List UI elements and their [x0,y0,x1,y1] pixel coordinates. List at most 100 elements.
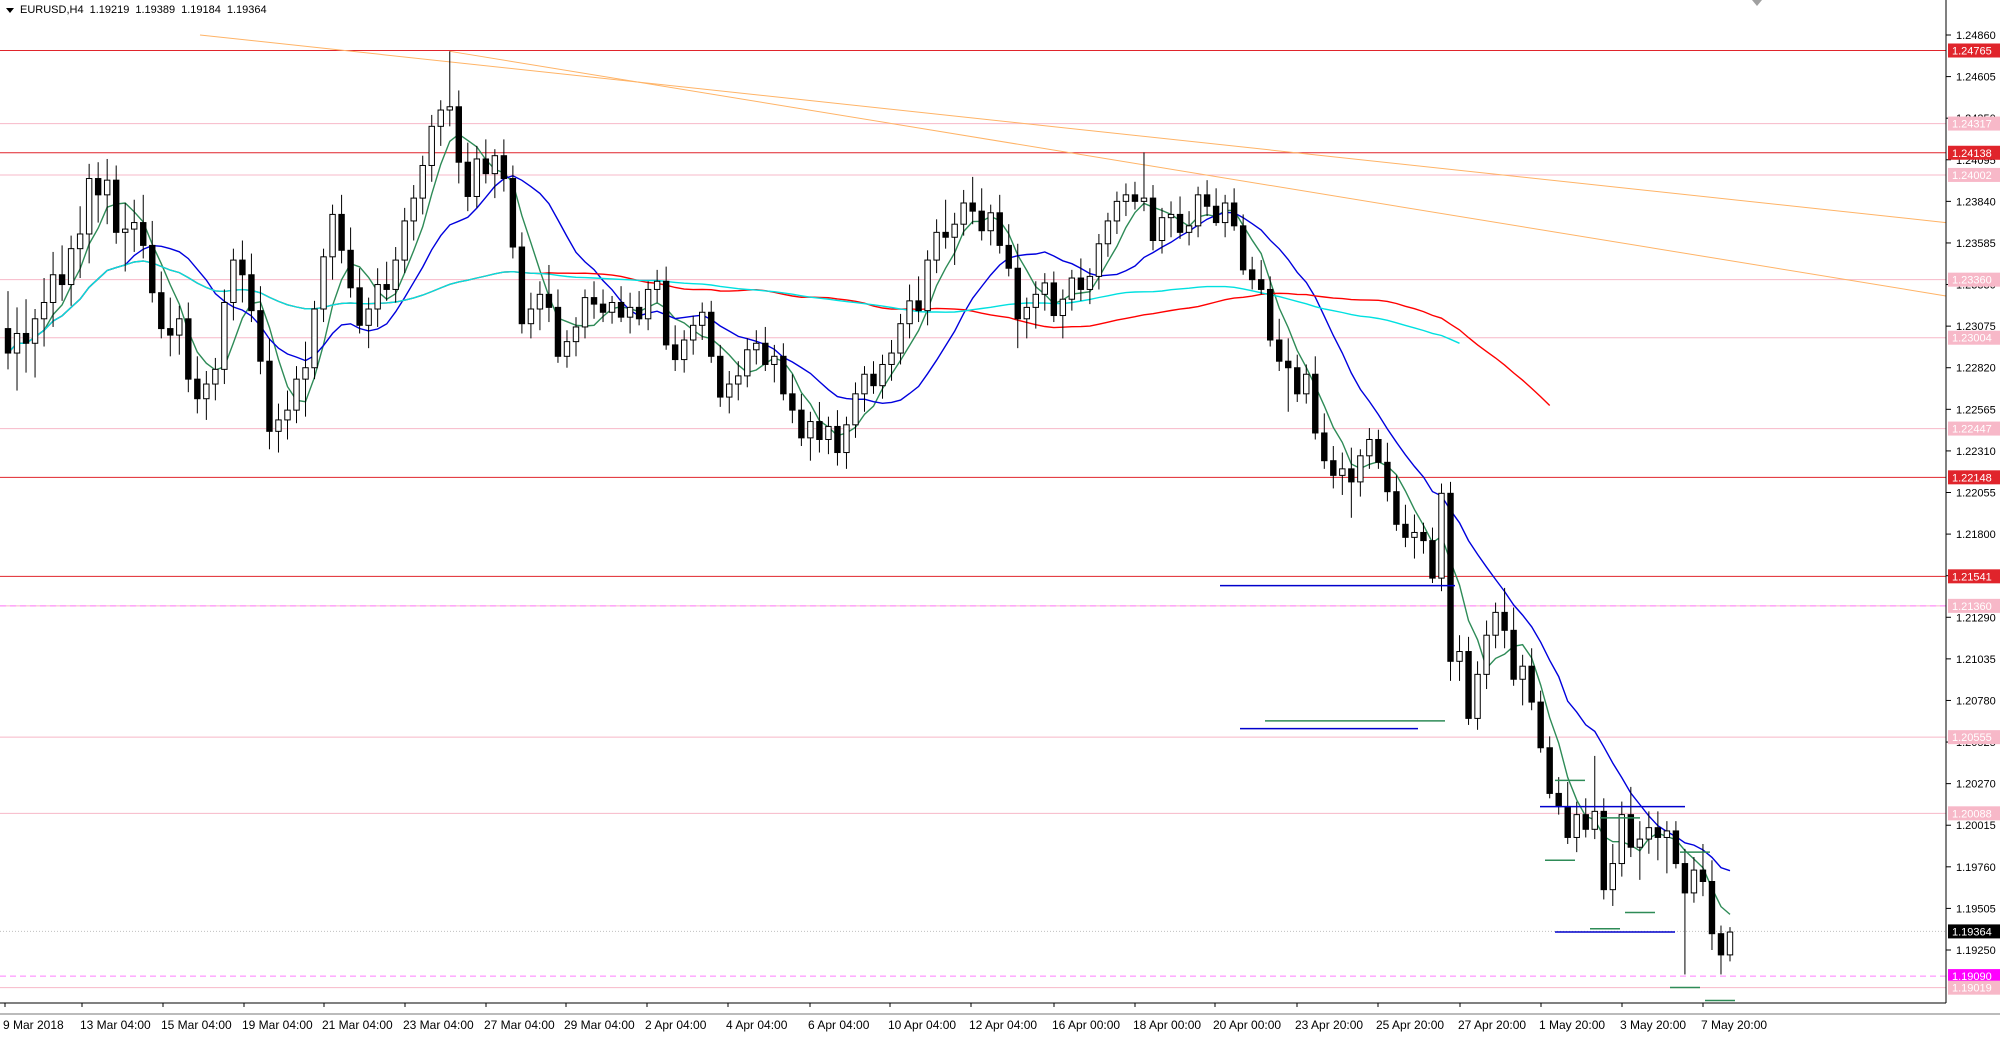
candle[interactable] [861,366,868,412]
candle[interactable] [67,235,75,306]
candle[interactable] [1357,449,1364,497]
candle[interactable] [239,240,246,303]
candle[interactable] [140,194,147,259]
candle[interactable] [13,307,21,391]
candle[interactable] [329,204,336,280]
candle[interactable] [293,366,300,424]
candle[interactable] [888,340,895,381]
candle[interactable] [401,207,408,274]
candle[interactable] [76,206,84,279]
candle[interactable] [302,341,309,417]
candle[interactable] [221,289,228,385]
candle[interactable] [536,281,544,331]
candle[interactable] [1077,258,1085,301]
candle[interactable] [581,289,589,339]
candle[interactable] [870,361,877,394]
candle[interactable] [185,302,192,393]
candle[interactable] [410,185,417,241]
candle[interactable] [924,250,931,326]
candle[interactable] [1266,276,1274,347]
candle[interactable] [103,158,111,225]
candle[interactable] [1672,821,1680,869]
candle[interactable] [635,291,643,326]
candle[interactable] [653,269,661,303]
candle[interactable] [383,261,390,301]
candle[interactable] [509,165,517,259]
candle[interactable] [1528,648,1535,711]
candle[interactable] [365,297,372,349]
candle[interactable] [1095,233,1103,290]
candle[interactable] [1519,654,1526,706]
trendline-lower[interactable] [449,50,1947,297]
candle[interactable] [1627,786,1635,858]
candle[interactable] [1546,736,1553,799]
candle[interactable] [1185,211,1193,246]
candle[interactable] [1456,635,1463,681]
candle[interactable] [1420,522,1427,554]
candle[interactable] [563,330,571,368]
candle[interactable] [482,139,490,184]
candle[interactable] [753,330,760,365]
candle[interactable] [1239,214,1247,275]
candle[interactable] [599,289,607,323]
candle[interactable] [816,401,823,453]
candle[interactable] [437,100,444,146]
candle[interactable] [311,300,318,380]
candle[interactable] [1483,620,1490,690]
candle[interactable] [545,264,553,323]
candle[interactable] [1285,338,1292,412]
candle[interactable] [320,248,327,323]
candle[interactable] [491,149,499,199]
candle[interactable] [1212,188,1220,226]
candle[interactable] [40,278,48,347]
candle[interactable] [996,194,1003,254]
scroll-shift-icon[interactable] [1752,0,1762,6]
candle[interactable] [1050,271,1058,323]
candle[interactable] [203,370,210,420]
candle[interactable] [112,165,120,244]
candle[interactable] [554,289,562,363]
candle[interactable] [798,393,805,447]
candle[interactable] [1014,243,1021,349]
candle[interactable] [518,232,526,334]
candle[interactable] [1681,848,1689,975]
candle[interactable] [1438,483,1445,592]
candle[interactable] [807,411,814,461]
candle[interactable] [1600,798,1607,900]
candle[interactable] [978,188,985,241]
candle[interactable] [31,309,39,378]
candle[interactable] [960,189,967,236]
candle[interactable] [1176,196,1184,239]
candle[interactable] [1167,201,1175,238]
candle[interactable] [1131,181,1139,210]
candle[interactable] [1113,191,1121,234]
candle[interactable] [1402,504,1409,548]
candle[interactable] [1140,152,1148,212]
candle[interactable] [608,295,616,324]
candle[interactable] [933,219,940,274]
candle[interactable] [1393,475,1400,531]
candle[interactable] [464,142,472,212]
candle[interactable] [356,268,363,334]
candle[interactable] [1384,442,1391,502]
candle[interactable] [1717,925,1725,975]
candle[interactable] [1005,224,1012,277]
candle[interactable] [176,305,183,355]
candle[interactable] [1582,798,1589,838]
candle[interactable] [735,361,742,401]
candle[interactable] [455,90,462,184]
candle[interactable] [852,382,859,438]
candle[interactable] [744,338,751,388]
candle[interactable] [1257,260,1265,295]
candle[interactable] [1591,755,1598,840]
candle[interactable] [771,344,778,383]
candle[interactable] [1573,801,1580,853]
candle[interactable] [1149,185,1157,251]
candle[interactable] [1501,587,1508,649]
candle[interactable] [1068,269,1076,311]
candle[interactable] [915,276,922,323]
candle[interactable] [572,317,580,357]
candle[interactable] [1537,690,1544,753]
candle[interactable] [987,204,994,246]
candle[interactable] [284,390,291,440]
